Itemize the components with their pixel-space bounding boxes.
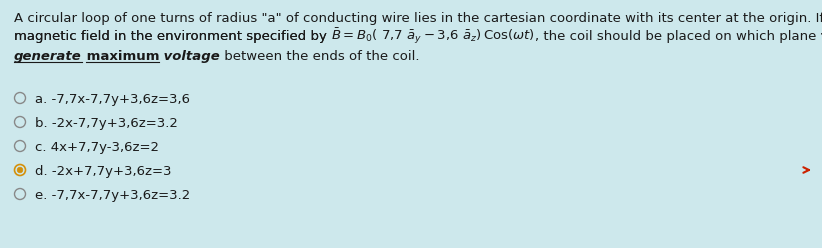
Text: between the ends of the coil.: between the ends of the coil.	[220, 50, 419, 63]
Text: e. -7,7x-7,7y+3,6z=3.2: e. -7,7x-7,7y+3,6z=3.2	[35, 188, 190, 201]
Text: generate: generate	[14, 50, 81, 63]
Text: to: to	[820, 30, 822, 43]
Text: $\bar{B} = B_0(\ 7{,}7\ \bar{a}_y - 3{,}6\ \bar{a}_z)\,\mathrm{Cos}(\omega t)$: $\bar{B} = B_0(\ 7{,}7\ \bar{a}_y - 3{,}…	[331, 27, 535, 46]
Text: b. -2x-7,7y+3,6z=3.2: b. -2x-7,7y+3,6z=3.2	[35, 117, 178, 129]
Text: , the coil should be placed on which plane: , the coil should be placed on which pla…	[535, 30, 820, 43]
Text: A circular loop of one turns of radius "a" of conducting wire lies in the cartes: A circular loop of one turns of radius "…	[14, 12, 822, 25]
Circle shape	[17, 167, 23, 173]
Text: d. -2x+7,7y+3,6z=3: d. -2x+7,7y+3,6z=3	[35, 164, 172, 178]
Text: a. -7,7x-7,7y+3,6z=3,6: a. -7,7x-7,7y+3,6z=3,6	[35, 93, 190, 105]
Text: magnetic field in the environment specified by: magnetic field in the environment specif…	[14, 30, 331, 43]
Text: maximum: maximum	[81, 50, 159, 63]
Text: c. 4x+7,7y-3,6z=2: c. 4x+7,7y-3,6z=2	[35, 141, 159, 154]
Text: magnetic field in the environment specified by: magnetic field in the environment specif…	[14, 30, 331, 43]
Text: voltage: voltage	[159, 50, 220, 63]
